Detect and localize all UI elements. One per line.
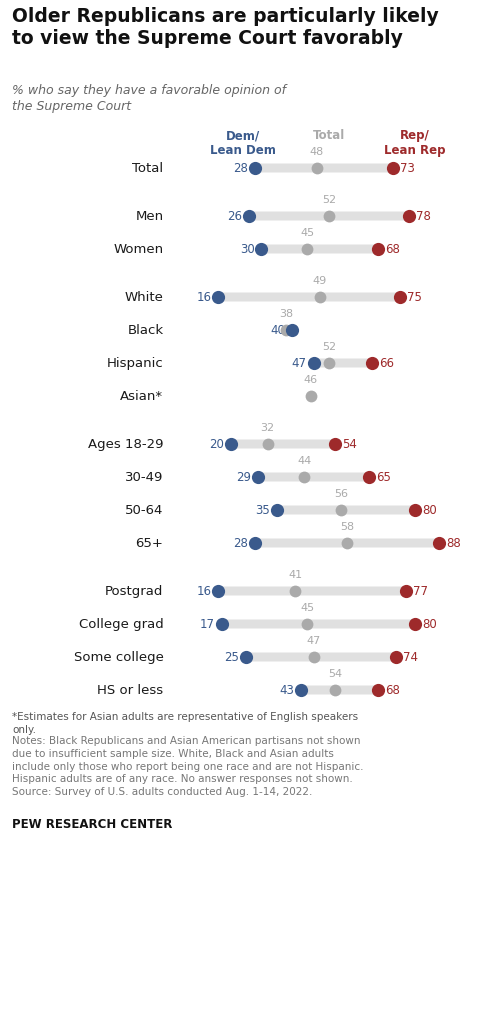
Text: 74: 74 — [404, 650, 418, 663]
Text: 40: 40 — [270, 324, 285, 336]
Text: 25: 25 — [224, 650, 239, 663]
Text: Total: Total — [313, 129, 345, 142]
Text: 68: 68 — [385, 684, 400, 697]
Text: 28: 28 — [233, 537, 248, 550]
Text: Total: Total — [132, 161, 164, 175]
Text: 52: 52 — [322, 195, 336, 205]
Text: HS or less: HS or less — [97, 684, 164, 697]
Text: 16: 16 — [196, 290, 212, 304]
FancyBboxPatch shape — [248, 212, 410, 221]
Text: 20: 20 — [209, 437, 224, 451]
Text: 45: 45 — [300, 603, 315, 613]
Text: 16: 16 — [196, 585, 212, 598]
Text: Asian*: Asian* — [120, 389, 164, 403]
Text: 56: 56 — [334, 489, 348, 499]
Text: 66: 66 — [379, 357, 394, 370]
FancyBboxPatch shape — [309, 391, 312, 401]
Text: 80: 80 — [422, 617, 436, 631]
FancyBboxPatch shape — [254, 539, 440, 548]
Text: 80: 80 — [422, 504, 436, 516]
FancyBboxPatch shape — [285, 325, 293, 334]
Text: Postgrad: Postgrad — [105, 585, 164, 598]
Text: *Estimates for Asian adults are representative of English speakers
only.: *Estimates for Asian adults are represen… — [12, 712, 358, 735]
Text: Dem/
Lean Dem: Dem/ Lean Dem — [210, 129, 276, 157]
Text: 77: 77 — [413, 585, 428, 598]
Text: Older Republicans are particularly likely
to view the Supreme Court favorably: Older Republicans are particularly likel… — [12, 7, 439, 48]
Text: 65+: 65+ — [136, 537, 164, 550]
Text: PEW RESEARCH CENTER: PEW RESEARCH CENTER — [12, 818, 172, 831]
Text: 58: 58 — [340, 522, 355, 532]
Text: 30-49: 30-49 — [125, 470, 164, 483]
Text: 41: 41 — [288, 570, 302, 580]
Text: 78: 78 — [416, 210, 431, 223]
Text: College grad: College grad — [79, 617, 164, 631]
Text: 38: 38 — [279, 309, 293, 319]
Text: 32: 32 — [261, 423, 274, 433]
Text: 28: 28 — [233, 161, 248, 175]
Text: Black: Black — [127, 324, 164, 336]
Text: Hispanic: Hispanic — [107, 357, 164, 370]
Text: 52: 52 — [322, 342, 336, 352]
FancyBboxPatch shape — [245, 652, 398, 661]
Text: 88: 88 — [446, 537, 461, 550]
Text: Notes: Black Republicans and Asian American partisans not shown
due to insuffici: Notes: Black Republicans and Asian Ameri… — [12, 736, 363, 797]
Text: White: White — [125, 290, 164, 304]
Text: 17: 17 — [199, 617, 215, 631]
FancyBboxPatch shape — [218, 587, 407, 596]
Text: 29: 29 — [236, 470, 251, 483]
Text: 47: 47 — [306, 636, 321, 646]
Text: 47: 47 — [292, 357, 306, 370]
FancyBboxPatch shape — [230, 439, 336, 449]
Text: Rep/
Lean Rep: Rep/ Lean Rep — [384, 129, 446, 157]
Text: 50-64: 50-64 — [125, 504, 164, 516]
Text: 73: 73 — [401, 161, 415, 175]
Text: 45: 45 — [300, 228, 315, 238]
FancyBboxPatch shape — [300, 686, 379, 695]
FancyBboxPatch shape — [218, 292, 401, 301]
FancyBboxPatch shape — [220, 619, 416, 629]
Text: 48: 48 — [309, 147, 324, 157]
Text: Some college: Some college — [74, 650, 164, 663]
Text: 65: 65 — [376, 470, 391, 483]
Text: 46: 46 — [303, 375, 318, 385]
Text: 43: 43 — [279, 684, 294, 697]
Text: Men: Men — [135, 210, 164, 223]
Text: Women: Women — [113, 242, 164, 256]
FancyBboxPatch shape — [276, 506, 416, 514]
Text: 49: 49 — [313, 276, 327, 286]
Text: 30: 30 — [240, 242, 254, 256]
Text: 44: 44 — [297, 456, 312, 466]
FancyBboxPatch shape — [313, 359, 373, 368]
FancyBboxPatch shape — [257, 472, 370, 481]
FancyBboxPatch shape — [254, 164, 394, 173]
Text: 68: 68 — [385, 242, 400, 256]
Text: 35: 35 — [255, 504, 270, 516]
Text: 75: 75 — [407, 290, 421, 304]
Text: 26: 26 — [227, 210, 242, 223]
Text: 54: 54 — [342, 437, 357, 451]
Text: % who say they have a favorable opinion of
the Supreme Court: % who say they have a favorable opinion … — [12, 84, 286, 113]
FancyBboxPatch shape — [260, 244, 379, 253]
Text: Ages 18-29: Ages 18-29 — [88, 437, 164, 451]
Text: 54: 54 — [328, 669, 342, 679]
